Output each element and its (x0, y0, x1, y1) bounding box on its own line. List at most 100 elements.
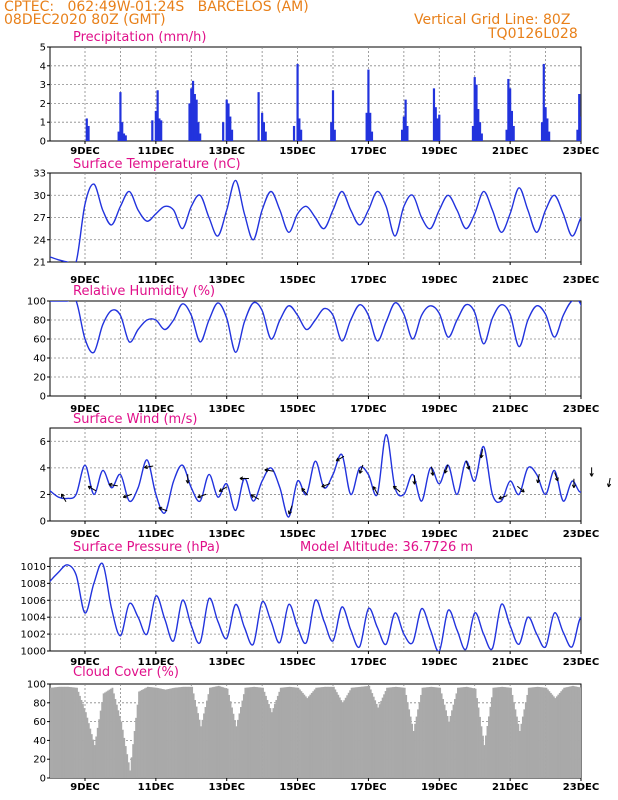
cloud-column (240, 707, 242, 778)
cloud-column (155, 687, 158, 778)
wind-arrow-head (571, 484, 575, 489)
cloud-column (439, 687, 442, 778)
precip-bar (330, 122, 333, 141)
y-tick-label: 1006 (21, 596, 46, 607)
cloud-column (392, 687, 394, 778)
cloud-column (476, 698, 478, 778)
wind-arrow (498, 495, 508, 500)
cloud-column (483, 745, 486, 778)
cloud-column (226, 688, 229, 778)
y-tick-label: 1010 (21, 562, 46, 573)
cloud-column (228, 694, 230, 778)
cloud-column (195, 706, 198, 778)
cloud-column (436, 687, 439, 778)
cloud-column (395, 686, 397, 778)
y-tick-label: 1002 (21, 630, 46, 641)
y-tick-label: 27 (33, 213, 46, 224)
cloud-column (56, 686, 59, 778)
cloud-column (244, 687, 247, 778)
cloud-column (427, 687, 430, 778)
cloud-column (327, 686, 329, 778)
cloud-column (256, 687, 259, 778)
cloud-column (141, 689, 143, 778)
cloud-column (287, 686, 290, 778)
precip-bar (333, 129, 336, 141)
wind-arrow (589, 467, 594, 477)
cloud-column (418, 702, 421, 778)
precip-bar (436, 118, 439, 141)
cloud-column (108, 689, 111, 778)
cloud-column (198, 719, 201, 778)
wind-arrow-shaft (393, 485, 401, 493)
cloud-column (530, 687, 533, 778)
wind-arrow (430, 466, 435, 476)
cloud-column (263, 691, 266, 778)
precip-bar (122, 133, 126, 141)
wind-arrow (158, 506, 168, 512)
cloud-column (507, 687, 509, 778)
y-tick-label: 40 (33, 354, 46, 365)
cloud-column (569, 686, 571, 778)
cloud-column (340, 700, 343, 778)
cloud-column (501, 686, 504, 778)
wind-arrow-head (554, 478, 559, 482)
cloud-column (380, 700, 383, 778)
cloud-column (368, 685, 371, 778)
wind-arrow-shaft (288, 505, 293, 515)
precip-bar (197, 122, 200, 141)
precip-bar (615, 133, 617, 141)
cloud-column (304, 696, 307, 778)
cloud-column (59, 686, 62, 778)
wind-arrow-shaft (444, 464, 449, 474)
wind-arrow-head (412, 481, 415, 485)
cloud-column (121, 729, 124, 778)
precip-bar (191, 80, 195, 141)
cloud-column (458, 687, 461, 778)
cloud-column (98, 719, 101, 778)
cloud-column (235, 726, 238, 778)
cloud-column (217, 685, 220, 778)
cloud-column (603, 687, 605, 778)
precip-bar (507, 78, 510, 141)
precip-bar (369, 112, 372, 141)
cloud-column (296, 687, 298, 778)
cloud-column (405, 694, 408, 778)
cloud-column (324, 686, 326, 778)
wind-arrow (301, 487, 308, 496)
wind-arrow-shaft (359, 464, 364, 474)
wind-arrow (87, 485, 97, 492)
wind-arrow-shaft (498, 495, 508, 500)
x-tick-label: 23DEC (563, 275, 599, 286)
cloud-column (402, 687, 405, 778)
cloud-column (519, 731, 521, 778)
cloud-column (364, 686, 366, 778)
panel-2: 21 24 27 30 33 9DEC 11DEC 13DEC 15DEC 17DEC 19DEC 2… (33, 157, 599, 286)
cloud-column (186, 686, 189, 778)
cloud-column (206, 700, 208, 778)
cloud-column (578, 687, 580, 778)
cloud-column (180, 686, 183, 778)
cloud-column (588, 755, 590, 778)
cloud-column (452, 704, 455, 778)
cloud-column (396, 686, 399, 778)
cloud-column (611, 687, 613, 778)
cloud-column (93, 745, 96, 778)
cloud-column (467, 687, 470, 778)
y-tick-label: 100 (27, 297, 46, 308)
cloud-column (220, 686, 223, 778)
precip-bar (119, 92, 122, 141)
cloud-column (211, 687, 214, 778)
cloud-column (424, 687, 427, 778)
cloud-column (585, 728, 587, 778)
wind-arrow-shaft (197, 493, 207, 498)
cloud-column (428, 686, 431, 778)
precip-bar (548, 131, 551, 141)
cloud-column (353, 687, 356, 778)
cloud-column (111, 687, 114, 778)
cloud-column (158, 688, 161, 778)
cloud-column (462, 687, 465, 778)
wind-arrow-shaft (108, 483, 118, 487)
precip-bar (160, 120, 163, 141)
precip-bar (199, 133, 202, 141)
cloud-column (164, 689, 167, 778)
